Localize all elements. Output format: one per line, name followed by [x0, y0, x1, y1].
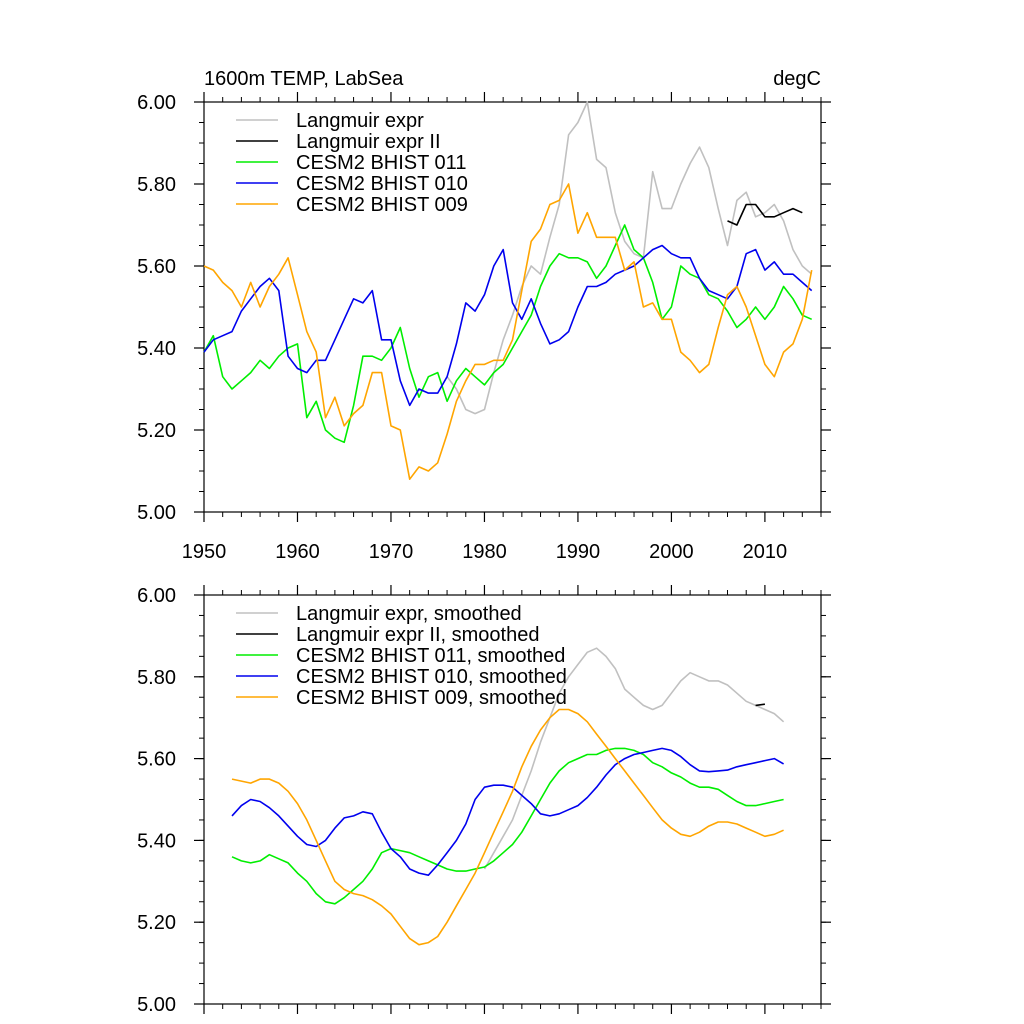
series-line	[203, 244, 813, 407]
y-tick-label: 5.80	[137, 174, 176, 196]
legend-label: CESM2 BHIST 009, smoothed	[296, 687, 567, 709]
series-line	[483, 647, 785, 870]
x-tick-label: 1980	[462, 541, 507, 563]
legend-label: CESM2 BHIST 011	[296, 152, 466, 174]
y-tick-label: 5.40	[137, 338, 176, 360]
y-tick-label: 5.40	[137, 830, 176, 852]
legend-label: CESM2 BHIST 011, smoothed	[296, 645, 565, 667]
y-tick-label: 5.20	[137, 912, 176, 934]
series-line	[231, 708, 784, 946]
legend-label: Langmuir expr II	[296, 131, 441, 153]
units-label: degC	[773, 68, 821, 90]
series-line	[231, 747, 784, 877]
x-tick-label: 1950	[182, 541, 227, 563]
x-tick-label: 1990	[556, 541, 601, 563]
y-tick-label: 5.60	[137, 749, 176, 771]
x-tick-label: 2010	[743, 541, 788, 563]
series-line	[755, 703, 766, 707]
legend-label: Langmuir expr	[296, 110, 424, 132]
legend-label: CESM2 BHIST 009	[296, 194, 468, 216]
legend-label: CESM2 BHIST 010	[296, 173, 468, 195]
y-tick-label: 6.00	[137, 585, 176, 607]
legend-label: Langmuir expr II, smoothed	[296, 624, 539, 646]
y-tick-label: 5.80	[137, 667, 176, 689]
x-tick-label: 1970	[369, 541, 414, 563]
series-line	[446, 101, 813, 415]
x-tick-label: 1960	[275, 541, 320, 563]
y-tick-label: 5.20	[137, 420, 176, 442]
chart-title: 1600m TEMP, LabSea	[204, 68, 404, 90]
series-line	[727, 203, 803, 226]
y-tick-label: 5.60	[137, 256, 176, 278]
series-line	[203, 183, 813, 481]
series-line	[203, 224, 813, 444]
y-tick-label: 6.00	[137, 92, 176, 114]
legend-label: Langmuir expr, smoothed	[296, 603, 522, 625]
series-line	[231, 747, 784, 905]
x-tick-label: 2000	[649, 541, 694, 563]
top-panel: 5.00 5.20 5.40 5.60 5.80 6.00 1950 1960 1970 1980…	[137, 92, 831, 563]
legend-label: CESM2 BHIST 010, smoothed	[296, 666, 567, 688]
y-tick-label: 5.00	[137, 994, 176, 1016]
y-tick-label: 5.00	[137, 502, 176, 524]
bottom-panel: 5.00 5.20 5.40 5.60 5.80 6.00 Langmuir expr, s…	[137, 585, 831, 1016]
